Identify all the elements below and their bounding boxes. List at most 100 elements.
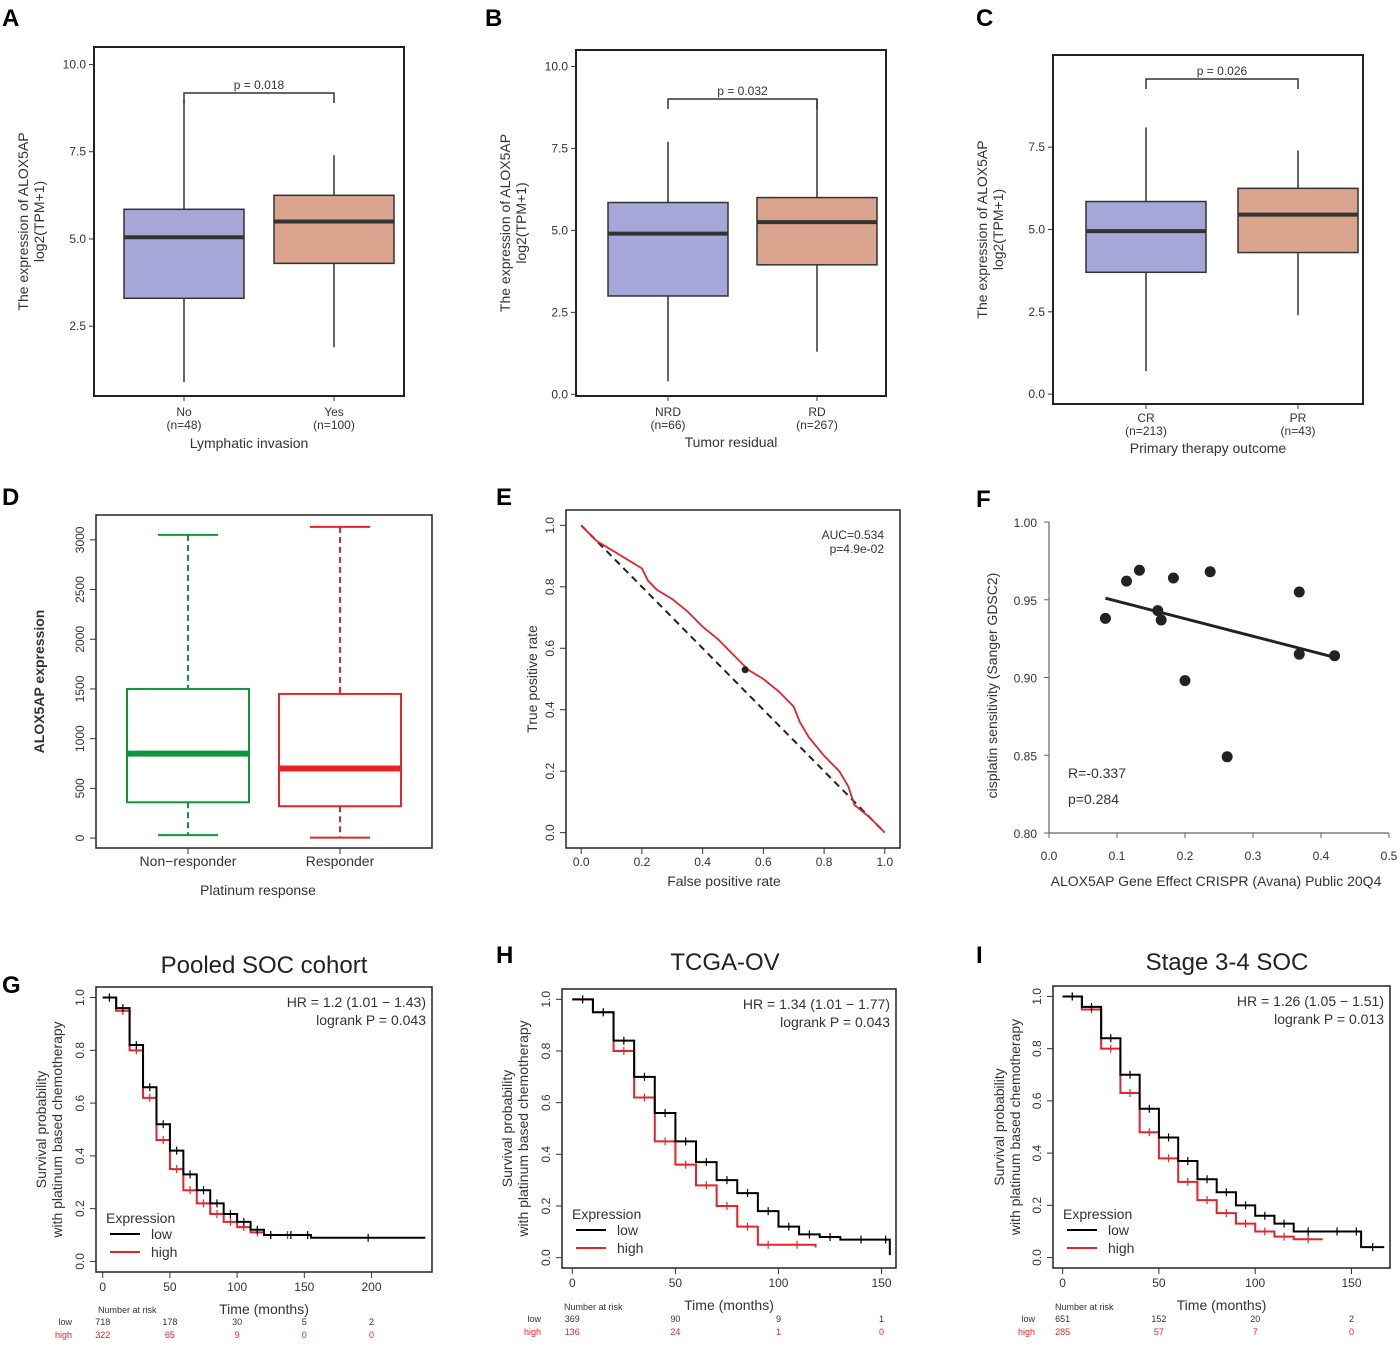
x-tick-label: 0.8 [816,855,833,869]
risk-row-label-low: low [1021,1314,1035,1324]
risk-count-high: 24 [670,1327,680,1337]
risk-count-high: 65 [165,1330,175,1340]
x-group-label: CR [1137,411,1155,425]
data-point [1167,572,1179,584]
y-tick-label: 0.0 [1028,387,1045,401]
correlation-r: R=-0.337 [1068,765,1126,781]
box-responder [278,692,402,808]
roc-cutoff-point [741,666,749,674]
x-tick-label: 100 [768,1276,788,1290]
y-tick-label: 0.0 [543,824,557,841]
x-tick-label: 0.2 [1177,849,1194,863]
risk-table-header: Number at risk [98,1305,157,1315]
legend-label-high: high [1108,1240,1134,1256]
risk-count-high: 0 [302,1330,307,1340]
data-point [1121,575,1133,587]
y-axis-label: The expression of ALOX5AP log2(TPM+1) [974,140,1006,318]
risk-table-header: Number at risk [1055,1302,1114,1312]
y-label-line2: log2(TPM+1) [31,181,47,262]
x-tick-label: 0.3 [1245,849,1262,863]
x-tick-label: 150 [294,1280,314,1294]
y-tick-label: 1.0 [539,991,553,1008]
significance-bracket [667,98,818,109]
legend-title: Expression [1063,1206,1132,1222]
y-tick-label: 1.00 [1014,516,1038,530]
risk-count-low: 90 [670,1314,680,1324]
y-label-line1: The expression of ALOX5AP [15,132,31,310]
y-tick-label: 7.5 [1028,140,1045,154]
risk-count-high: 1 [776,1327,781,1337]
x-tick-label: 100 [227,1280,247,1294]
y-tick-label: 2.5 [1028,305,1045,319]
risk-count-low: 718 [95,1317,110,1327]
risk-count-high: 9 [235,1330,240,1340]
y-tick-label: 0.2 [1030,1197,1044,1214]
panel-label: C [976,5,993,32]
box-rd [756,196,878,266]
risk-count-high: 0 [369,1330,374,1340]
y-tick-label: 0.80 [1014,827,1038,841]
y-tick-label: 0.6 [73,1094,87,1111]
x-group-label: Responder [306,853,375,869]
y-tick-label: 0.4 [1030,1144,1044,1161]
reference-diagonal [580,524,886,834]
y-tick-label: 1.0 [73,989,87,1006]
risk-count-low: 9 [776,1314,781,1324]
y-label-line1: The expression of ALOX5AP [497,134,513,312]
risk-count-low: 30 [232,1317,242,1327]
y-tick-label: 0.0 [1030,1249,1044,1266]
y-tick-label: 7.5 [69,145,86,159]
risk-table-header: Number at risk [564,1302,623,1312]
risk-count-low: 369 [565,1314,580,1324]
x-group-n: (n=100) [313,418,355,432]
x-tick-label: 0 [1059,1276,1066,1290]
p-value-label: p = 0.026 [1197,64,1248,78]
plot-frame [561,988,897,1269]
x-group-label: NRD [655,405,681,419]
y-tick-label: 0 [73,834,87,841]
y-tick-label: 0.95 [1014,594,1038,608]
data-point [1293,586,1305,598]
panel-title: Pooled SOC cohort [161,952,368,979]
y-tick-label: 3000 [73,526,87,553]
data-point [1152,605,1164,617]
p-value-label: p = 0.032 [717,84,768,98]
y-tick-label: 0.2 [539,1197,553,1214]
y-tick-label: 0.6 [539,1094,553,1111]
y-axis-label: ALOX5AP expression [31,610,47,754]
data-point [1179,675,1191,687]
x-tick-label: 0.4 [1313,849,1330,863]
risk-count-high: 57 [1154,1327,1164,1337]
y-tick-label: 0.2 [73,1200,87,1217]
y-label-line2: log2(TPM+1) [990,189,1006,270]
plot-frame [565,509,901,849]
y-tick-label: 0.4 [73,1147,87,1164]
y-label-line2: with platinum based chemotherapy [1007,1019,1023,1236]
x-group-label: PR [1290,411,1307,425]
y-label-line2: with platinum based chemotherapy [49,1021,65,1238]
x-tick-label: 0.0 [1041,849,1058,863]
x-axis-label: False positive rate [667,873,781,889]
boxplot-panel-A: A 2.5 5.0 7.5 10.0 The expression of ALOX5AP l… [2,5,405,451]
logrank-p: logrank P = 0.043 [316,1012,426,1028]
y-tick-label: 0.2 [543,763,557,780]
box-yes [273,194,395,265]
y-label-line2: log2(TPM+1) [513,182,529,263]
x-tick-label: 50 [163,1280,177,1294]
x-tick-label: 200 [362,1280,382,1294]
y-tick-label: 0.8 [1030,1040,1044,1057]
y-label-line2: with platinum based chemotherapy [515,1020,531,1237]
y-tick-label: 0.90 [1014,672,1038,686]
panel-label: D [2,484,19,511]
x-axis-label: Lymphatic invasion [190,435,309,451]
y-label: cisplatin sensitivity (Sanger GDSC2) [984,573,1000,799]
y-axis-label: Survival probability with platinum based … [33,1021,65,1238]
y-tick-label: 0.4 [539,1146,553,1163]
x-tick-label: 0 [569,1276,576,1290]
x-tick-label: 0.4 [694,855,711,869]
y-tick-label: 2.5 [69,319,86,333]
y-tick-label: 2000 [73,626,87,653]
y-tick-label: 0.0 [73,1253,87,1270]
x-group-label: RD [808,405,826,419]
risk-count-low: 5 [302,1317,307,1327]
